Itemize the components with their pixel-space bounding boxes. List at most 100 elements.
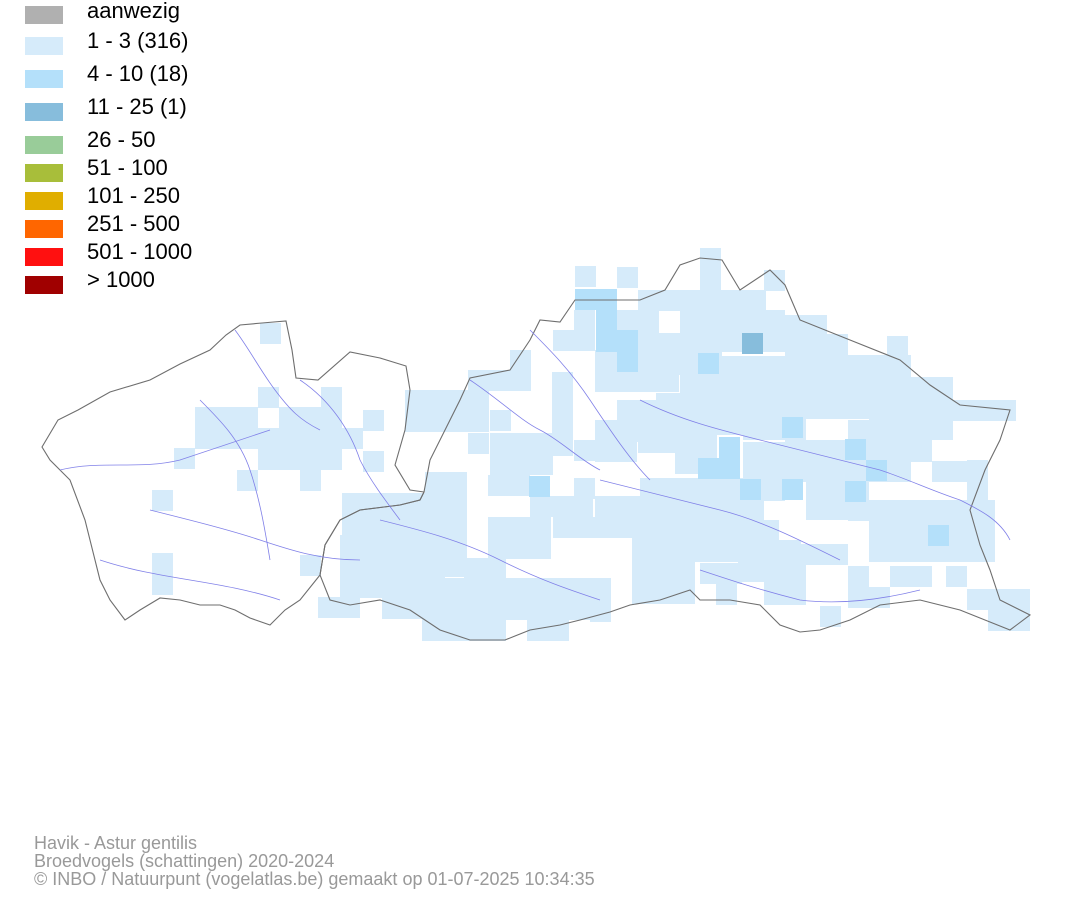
legend-swatch xyxy=(25,37,63,55)
legend-label: 26 - 50 xyxy=(87,127,156,152)
grid-cell xyxy=(764,270,785,291)
river-3 xyxy=(149,509,361,561)
grid-cell xyxy=(698,458,719,479)
river-8 xyxy=(599,479,841,561)
grid-cell xyxy=(530,496,593,517)
grid-cell xyxy=(617,267,638,288)
dataset-subtitle: Broedvogels (schattingen) 2020-2024 xyxy=(34,851,335,871)
grid-cell xyxy=(617,330,638,372)
legend-item: 26 - 50 xyxy=(25,129,265,157)
grid-cell xyxy=(890,566,932,587)
grid-cell xyxy=(866,460,887,481)
grid-cell xyxy=(340,556,382,598)
grid-cell xyxy=(382,598,424,619)
grid-cell xyxy=(719,437,740,479)
grid-cell xyxy=(468,433,489,454)
grid-cell xyxy=(827,461,869,482)
legend-swatch xyxy=(25,70,63,88)
grid-cell xyxy=(700,248,721,290)
grid-cell xyxy=(596,310,617,352)
grid-cell xyxy=(553,330,595,351)
river-1 xyxy=(59,429,271,471)
legend-label: 11 - 25 (1) xyxy=(87,94,187,119)
grid-cell xyxy=(740,479,761,500)
grid-cell xyxy=(490,433,553,475)
grid-cell xyxy=(300,555,321,576)
legend-swatch xyxy=(25,276,63,294)
legend-swatch xyxy=(25,6,63,24)
river-11 xyxy=(879,469,1011,541)
river-9 xyxy=(639,399,881,471)
legend-item: aanwezig xyxy=(25,0,265,28)
grid-cell xyxy=(682,290,766,311)
grid-cell xyxy=(953,520,995,562)
grid-cell xyxy=(300,470,321,491)
river-6 xyxy=(469,379,601,471)
grid-cell xyxy=(743,442,785,484)
legend-label: 4 - 10 (18) xyxy=(87,61,189,86)
legend-item: 11 - 25 (1) xyxy=(25,96,265,124)
river-12 xyxy=(199,399,271,561)
grid-cell xyxy=(552,372,573,414)
legend-swatch xyxy=(25,192,63,210)
river-2 xyxy=(234,329,321,431)
grid-cell xyxy=(590,580,611,622)
grid-cells xyxy=(152,248,1030,641)
grid-cell xyxy=(946,566,967,587)
grid-cell xyxy=(152,553,173,595)
grid-cell xyxy=(638,432,659,453)
grid-cell xyxy=(932,400,1016,421)
grid-cell xyxy=(574,310,595,331)
legend-label: 101 - 250 xyxy=(87,183,180,208)
legend-swatch xyxy=(25,220,63,238)
legend-swatch xyxy=(25,248,63,266)
grid-cell xyxy=(552,414,573,456)
grid-cell xyxy=(827,544,848,565)
grid-cell xyxy=(342,428,363,449)
grid-cell xyxy=(425,472,467,493)
river-13 xyxy=(99,559,281,601)
rivers xyxy=(59,329,1011,603)
legend-item: 101 - 250 xyxy=(25,185,265,213)
grid-cell xyxy=(988,610,1030,631)
grid-cell xyxy=(782,417,803,438)
grid-cell xyxy=(848,566,869,608)
grid-cell xyxy=(363,410,384,431)
grid-cell xyxy=(764,480,785,501)
grid-cell xyxy=(152,490,173,511)
legend-item: 51 - 100 xyxy=(25,157,265,185)
grid-cell xyxy=(700,563,742,584)
legend-item: 251 - 500 xyxy=(25,213,265,241)
grid-cell xyxy=(488,475,530,496)
grid-cell xyxy=(698,353,719,374)
grid-cell xyxy=(820,606,841,627)
grid-cell xyxy=(488,517,551,559)
grid-cell xyxy=(716,584,737,605)
copyright-line: © INBO / Natuurpunt (vogelatlas.be) gema… xyxy=(34,869,595,889)
legend-label: > 1000 xyxy=(87,267,155,292)
grid-cell xyxy=(911,523,932,544)
legend-item: 4 - 10 (18) xyxy=(25,63,265,91)
grid-cell xyxy=(887,336,908,357)
grid-cell xyxy=(510,350,531,371)
legend: aanwezig 1 - 3 (316) 4 - 10 (18) 11 - 25 (1… xyxy=(0,0,260,300)
region-boundary xyxy=(41,257,1032,641)
legend-item: > 1000 xyxy=(25,269,265,297)
grid-cell xyxy=(928,525,949,546)
grid-cell xyxy=(806,478,848,520)
grid-cell xyxy=(845,481,866,502)
grid-cell xyxy=(363,451,384,472)
flanders-outline-east xyxy=(319,257,1032,641)
grid-cell xyxy=(845,439,866,460)
grid-cell xyxy=(260,323,281,344)
grid-cell xyxy=(680,310,785,352)
grid-cell xyxy=(237,470,258,491)
grid-cell xyxy=(890,502,911,523)
grid-cell xyxy=(967,460,988,502)
species-title: Havik - Astur gentilis xyxy=(34,833,198,853)
grid-cell xyxy=(932,461,974,482)
legend-swatch xyxy=(25,164,63,182)
grid-cell xyxy=(967,589,1030,610)
grid-cell xyxy=(529,476,550,497)
